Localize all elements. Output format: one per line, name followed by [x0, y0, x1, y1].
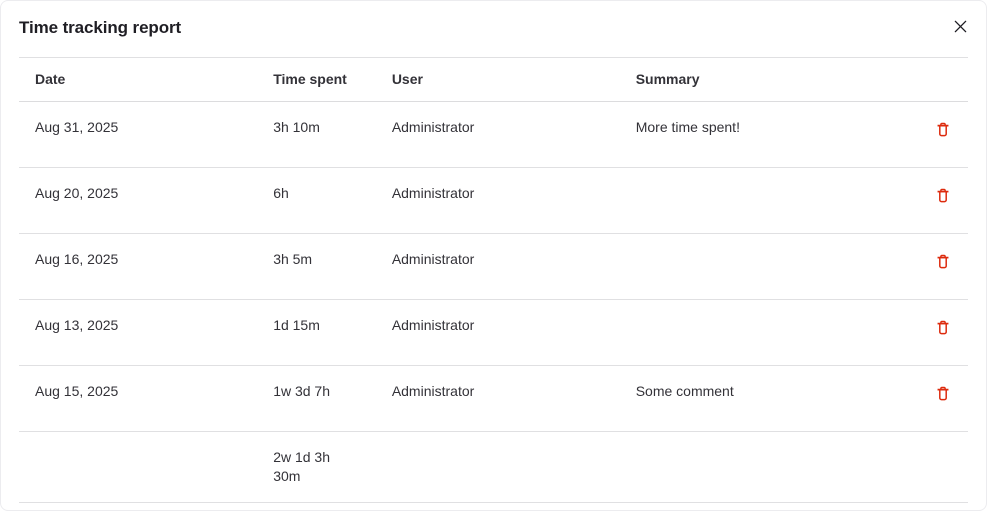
delete-entry-button[interactable] — [927, 378, 959, 410]
time-spent-cell: 3h 5m — [257, 233, 376, 300]
summary-cell — [619, 299, 919, 366]
table-header-row: Date Time spent User Summary — [19, 57, 968, 102]
total-date-cell — [19, 431, 258, 503]
total-time-spent: 2w 1d 3h 30m — [257, 431, 376, 503]
trash-icon — [935, 188, 951, 207]
actions-cell — [918, 101, 968, 168]
date-cell: Aug 15, 2025 — [19, 365, 258, 432]
report-table-container: Date Time spent User Summary Aug 31, 202… — [1, 40, 986, 503]
actions-cell — [918, 167, 968, 234]
delete-entry-button[interactable] — [927, 114, 959, 146]
date-cell: Aug 20, 2025 — [19, 167, 258, 234]
column-header-date: Date — [19, 57, 258, 102]
modal-title: Time tracking report — [19, 18, 182, 37]
trash-icon — [935, 386, 951, 405]
date-cell: Aug 13, 2025 — [19, 299, 258, 366]
time-spent-cell: 1w 3d 7h — [257, 365, 376, 432]
column-header-actions — [918, 57, 968, 102]
user-cell: Administrator — [375, 101, 620, 168]
time-spent-cell: 1d 15m — [257, 299, 376, 366]
total-summary-cell — [619, 431, 919, 503]
total-user-cell — [375, 431, 620, 503]
table-row: Aug 15, 2025 1w 3d 7h Administrator Some… — [19, 365, 968, 432]
summary-cell: More time spent! — [619, 101, 919, 168]
column-header-time-spent: Time spent — [257, 57, 376, 102]
delete-entry-button[interactable] — [927, 246, 959, 278]
actions-cell — [918, 299, 968, 366]
column-header-user: User — [375, 57, 620, 102]
trash-icon — [935, 320, 951, 339]
date-cell: Aug 31, 2025 — [19, 101, 258, 168]
summary-cell — [619, 233, 919, 300]
table-row: Aug 31, 2025 3h 10m Administrator More t… — [19, 101, 968, 168]
time-spent-cell: 3h 10m — [257, 101, 376, 168]
user-cell: Administrator — [375, 299, 620, 366]
user-cell: Administrator — [375, 233, 620, 300]
trash-icon — [935, 254, 951, 273]
time-tracking-table: Date Time spent User Summary Aug 31, 202… — [19, 57, 968, 503]
close-icon — [953, 20, 968, 37]
date-cell: Aug 16, 2025 — [19, 233, 258, 300]
actions-cell — [918, 233, 968, 300]
user-cell: Administrator — [375, 167, 620, 234]
table-row: Aug 16, 2025 3h 5m Administrator — [19, 233, 968, 300]
modal-header: Time tracking report — [1, 1, 986, 40]
table-row: Aug 20, 2025 6h Administrator — [19, 167, 968, 234]
trash-icon — [935, 122, 951, 141]
actions-cell — [918, 365, 968, 432]
column-header-summary: Summary — [619, 57, 919, 102]
time-spent-cell: 6h — [257, 167, 376, 234]
close-button[interactable] — [949, 15, 972, 38]
total-actions-cell — [918, 431, 968, 503]
user-cell: Administrator — [375, 365, 620, 432]
delete-entry-button[interactable] — [927, 180, 959, 212]
total-row: 2w 1d 3h 30m — [19, 431, 968, 503]
summary-cell: Some comment — [619, 365, 919, 432]
table-row: Aug 13, 2025 1d 15m Administrator — [19, 299, 968, 366]
delete-entry-button[interactable] — [927, 312, 959, 344]
summary-cell — [619, 167, 919, 234]
